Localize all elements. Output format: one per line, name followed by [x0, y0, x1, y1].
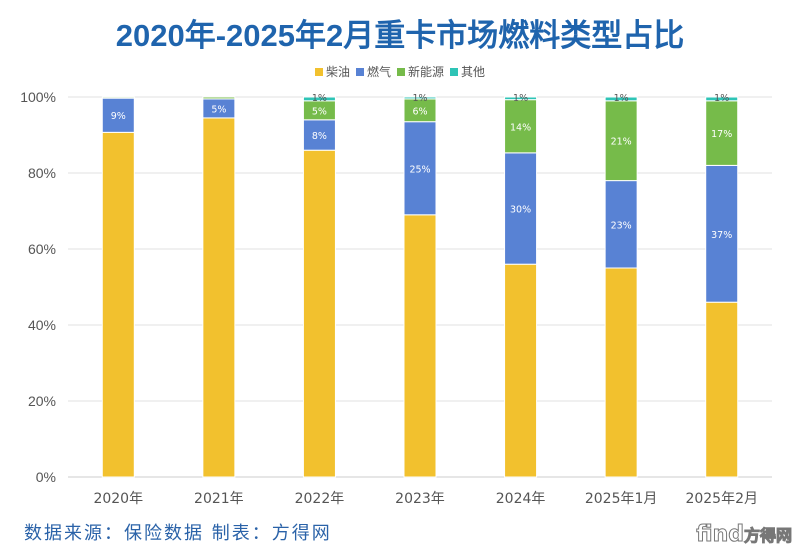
bar-segment: [403, 121, 437, 216]
data-label: 1%: [412, 93, 427, 104]
legend-item: 新能源: [397, 63, 444, 80]
bar-segment: [302, 119, 336, 151]
y-tick-label: 0%: [36, 469, 56, 485]
data-label: 1%: [614, 93, 629, 104]
data-label: 37%: [711, 230, 732, 241]
data-label: 17%: [711, 129, 732, 140]
legend-item: 燃气: [355, 63, 391, 80]
legend-label: 新能源: [408, 65, 445, 79]
bar-segment: [604, 100, 638, 182]
legend-label: 柴油: [325, 65, 350, 79]
watermark-logo-cn: 方得网: [743, 526, 792, 546]
data-label: 1%: [312, 93, 327, 104]
bar-segment: [101, 131, 135, 478]
x-tick-label: 2025年1月: [585, 491, 658, 507]
legend-swatch: [355, 67, 364, 76]
bar-segment: [302, 149, 336, 478]
y-tick-label: 40%: [28, 317, 56, 333]
x-tick-label: 2025年2月: [685, 491, 758, 507]
y-tick-label: 80%: [28, 165, 56, 181]
chart-legend: 柴油 燃气 新能源 其他: [0, 63, 800, 80]
watermark-logo-text: find: [696, 522, 745, 548]
data-label: 14%: [510, 122, 531, 133]
bar-segment: [302, 96, 336, 102]
bar-segment: [705, 164, 739, 303]
x-tick-label: 2021年: [194, 491, 244, 507]
bar-segment: [604, 180, 638, 269]
data-label: 25%: [409, 164, 430, 175]
bar-segment: [403, 214, 437, 478]
bar-segment: [504, 263, 538, 478]
x-tick-label: 2023年: [395, 491, 445, 507]
data-label: 21%: [611, 137, 632, 148]
bar-segment: [705, 96, 739, 102]
data-label: 1%: [714, 93, 729, 104]
y-tick-label: 100%: [20, 89, 56, 105]
y-tick-label: 60%: [28, 241, 56, 257]
legend-swatch: [397, 67, 405, 76]
legend-item: 柴油: [314, 63, 350, 80]
x-tick-label: 2022年: [295, 491, 345, 507]
bar-segment: [504, 152, 538, 265]
data-label: 6%: [412, 106, 427, 117]
legend-label: 其他: [461, 65, 486, 79]
data-label: 1%: [513, 93, 528, 104]
bar-segment: [202, 117, 236, 478]
data-label: 8%: [312, 131, 327, 142]
legend-swatch: [450, 67, 459, 76]
bar-segment: [101, 97, 135, 133]
legend-swatch: [314, 67, 323, 76]
y-tick-label: 20%: [28, 393, 56, 409]
data-label: 5%: [211, 104, 226, 115]
x-tick-label: 2024年: [496, 491, 546, 507]
data-label: 5%: [312, 106, 327, 117]
bar-segment: [202, 96, 236, 100]
find-logo-watermark: find方得网: [696, 522, 793, 548]
bar-segment: [705, 301, 739, 478]
data-label: 9%: [111, 111, 126, 122]
bar-segment: [504, 96, 538, 101]
chart-title: 2020年-2025年2月重卡市场燃料类型占比: [115, 18, 685, 53]
x-tick-label: 2020年: [93, 491, 143, 507]
bar-segment: [101, 96, 135, 99]
legend-item: 其他: [450, 63, 485, 80]
bar-segment: [604, 96, 638, 102]
bar-segment: [403, 96, 437, 100]
data-label: 23%: [611, 220, 632, 231]
data-label: 30%: [510, 205, 531, 216]
bar-segment: [604, 267, 638, 478]
legend-label: 燃气: [366, 65, 391, 79]
data-source-note: 数据来源：保险数据 制表：方得网: [24, 523, 332, 544]
